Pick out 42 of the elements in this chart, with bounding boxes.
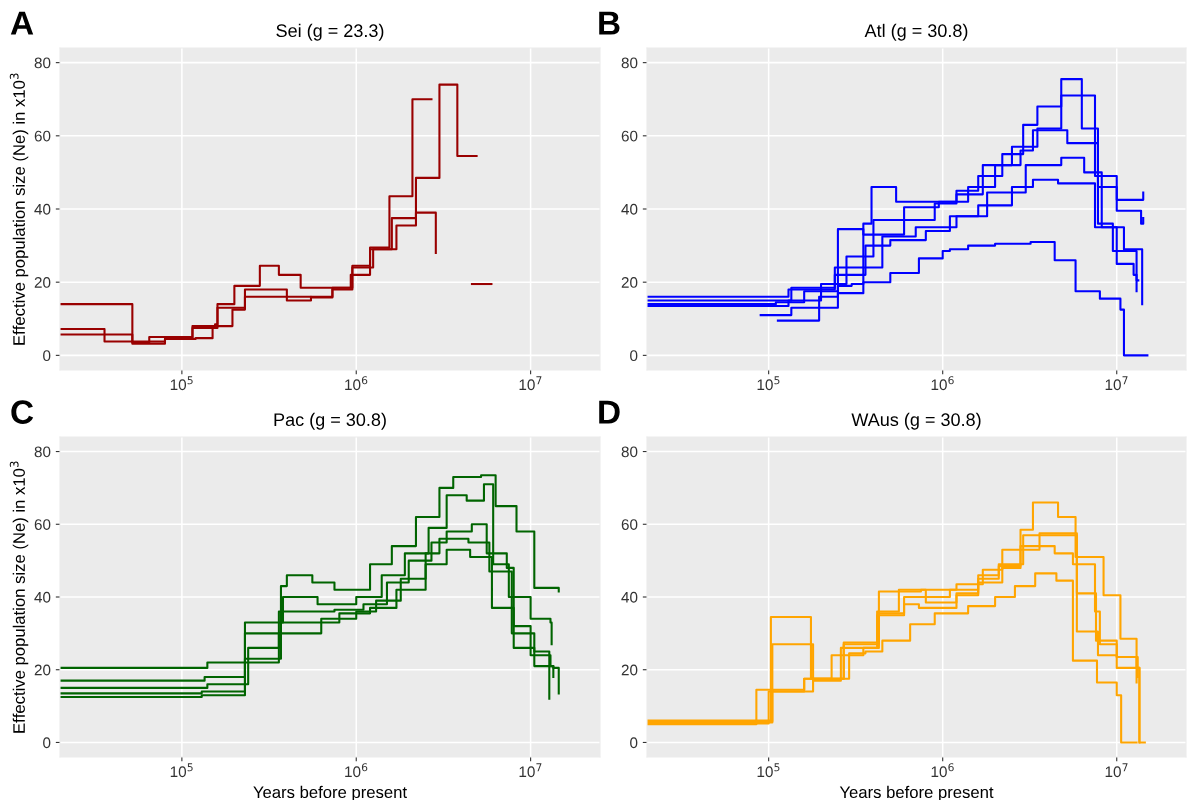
y-tick-label: 60	[621, 519, 638, 530]
y-tick-label: 0	[43, 737, 51, 749]
y-tick-label: 60	[34, 519, 51, 530]
y-tick-label: 80	[34, 57, 51, 69]
y-tick-label: 40	[34, 203, 51, 215]
y-tick-label: 20	[621, 664, 638, 676]
y-tick-label: 0	[630, 737, 638, 749]
x-tick-label: 10$^{7}$	[1105, 376, 1128, 391]
y-tick-label: 80	[621, 57, 638, 69]
text: A	[10, 11, 34, 35]
x-tick-label: 10$^{7}$	[519, 376, 542, 391]
y-tick-label: 80	[621, 446, 638, 458]
y-tick-label: 40	[34, 591, 51, 603]
y-tick-label: 0	[43, 350, 51, 362]
text: B	[599, 11, 620, 35]
x-tick-label: 10$^{6}$	[931, 376, 954, 391]
chart-title: Sei (g = 23.3)	[276, 23, 384, 41]
x-tick-label: 10$^{5}$	[757, 763, 780, 778]
x-tick-label: 10$^{5}$	[170, 763, 193, 778]
y-tick-label: 40	[621, 591, 638, 603]
x-tick-label: 10$^{6}$	[931, 763, 954, 778]
y-tick-label: 20	[621, 277, 638, 288]
y-tick-label: 80	[34, 446, 51, 458]
chart-title: Pac (g = 30.8)	[274, 412, 386, 430]
x-tick-label: 10$^{7}$	[1105, 763, 1128, 778]
text: D	[599, 400, 620, 424]
text: C	[11, 400, 34, 424]
y-tick-label: 20	[34, 277, 51, 288]
x-tick-label: 10$^{6}$	[345, 763, 368, 778]
y-tick-label: 20	[34, 664, 51, 676]
y-tick-label: 60	[34, 130, 51, 142]
y-axis-title: Effective population size (Ne) in x10$^{3}$	[9, 461, 29, 733]
x-tick-label: 10$^{5}$	[170, 376, 193, 391]
y-tick-label: 0	[630, 350, 638, 362]
chart-title: WAus (g = 30.8)	[851, 412, 981, 430]
y-tick-label: 60	[621, 130, 638, 142]
y-tick-label: 40	[621, 203, 638, 215]
x-tick-label: 10$^{7}$	[519, 763, 542, 778]
x-tick-label: 10$^{6}$	[345, 376, 368, 391]
chart-title: Atl (g = 30.8)	[864, 23, 968, 41]
y-axis-title: Effective population size (Ne) in x10$^{3}$	[9, 73, 29, 345]
x-tick-label: 10$^{5}$	[757, 376, 780, 391]
